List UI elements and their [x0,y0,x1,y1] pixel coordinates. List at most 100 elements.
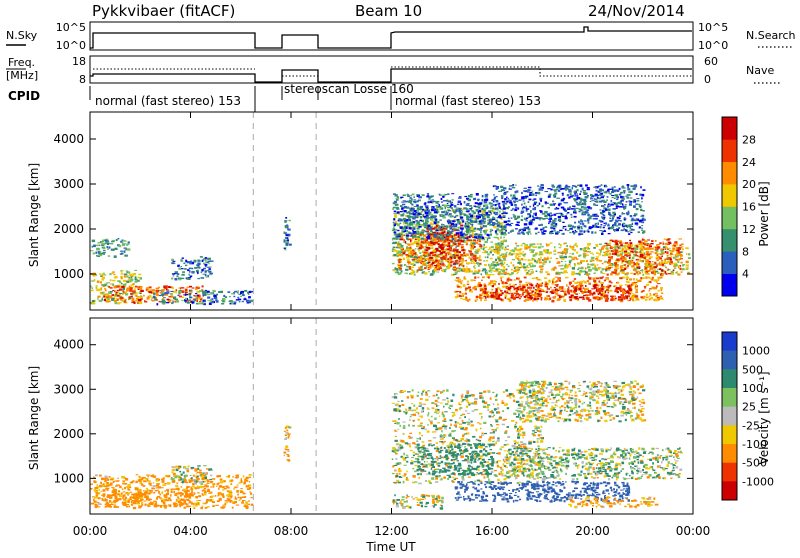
power-cell [414,253,417,255]
power-cell [655,281,658,283]
power-cell [189,286,192,288]
power-cell [473,261,475,264]
power-cell [508,187,511,190]
power-cell [569,228,571,230]
power-cell [580,205,584,209]
power-cell [530,285,534,287]
power-cell [523,242,525,244]
power-cell [599,296,603,300]
power-cell [591,260,595,262]
power-cell [104,288,107,290]
power-cell [186,291,188,293]
power-cell [202,293,205,296]
power-cell [490,202,493,205]
power-cell [623,264,626,266]
power-cell [489,228,492,231]
power-cell [423,226,427,229]
power-cell [123,291,126,294]
power-cell [415,213,418,216]
power-cell [458,258,461,261]
power-cell [622,288,625,291]
power-cell [569,193,572,196]
power-cell [572,280,575,283]
power-cell [616,291,619,294]
power-cell [123,250,126,253]
power-cell [211,298,214,300]
power-cell [566,245,568,248]
power-cell [504,224,507,226]
power-cell [105,282,108,284]
power-cell [493,251,496,254]
power-cell [666,256,670,260]
power-cell [605,190,608,193]
power-cell [494,226,496,229]
power-cell [104,239,107,242]
power-cell [615,265,619,268]
power-cell [448,231,451,234]
power-cell [405,226,408,230]
power-cell [446,204,450,206]
power-cell [565,276,569,279]
power-cell [485,273,489,276]
power-cell [627,188,631,191]
power-cell [551,222,556,225]
power-cell [639,279,642,282]
power-cell [102,242,106,246]
power-cell [645,256,648,258]
power-cell [189,275,193,278]
power-cell [397,223,400,226]
power-cell [638,227,641,229]
power-cell [400,270,403,273]
power-cell [97,242,100,244]
power-cell [161,293,165,295]
power-cell [525,284,527,287]
power-cell [559,244,562,247]
power-cell [458,241,461,244]
power-cell [518,266,522,269]
power-cell [655,292,658,294]
power-cell [551,185,555,188]
power-cell [139,285,143,288]
power-cell [584,230,588,232]
power-cell [128,277,130,279]
power-cell [628,224,632,226]
power-cell [426,219,429,221]
power-cell [498,251,501,254]
power-cell [440,237,445,240]
power-cell [617,245,620,248]
power-cell [426,227,431,231]
power-cell [238,300,241,303]
power-cell [539,288,542,291]
power-cell [523,206,525,208]
power-cell [140,298,143,300]
power-cell [543,249,547,252]
power-cell [479,263,482,265]
power-cell [481,236,485,239]
power-cell [397,244,400,246]
power-cell [420,237,425,240]
power-cell [607,284,611,286]
power-cell [434,208,437,210]
power-cell [401,207,404,210]
power-cell [529,243,533,246]
power-cell [444,213,448,216]
power-cell [575,293,578,295]
power-cell [667,273,672,275]
power-cell [616,195,618,198]
power-cell [431,254,435,257]
power-cell [426,236,431,239]
power-cell [521,293,524,296]
power-cell [469,231,472,234]
power-cell [411,203,414,206]
power-cell [551,232,554,234]
power-cell [656,268,661,270]
power-cell [448,240,451,242]
power-cell [576,273,580,275]
power-cell [104,297,108,300]
power-cell [512,284,516,287]
power-cell [398,232,402,234]
power-cell [431,265,434,268]
power-cell [641,229,643,231]
power-cell [425,209,427,212]
power-cell [456,229,460,232]
